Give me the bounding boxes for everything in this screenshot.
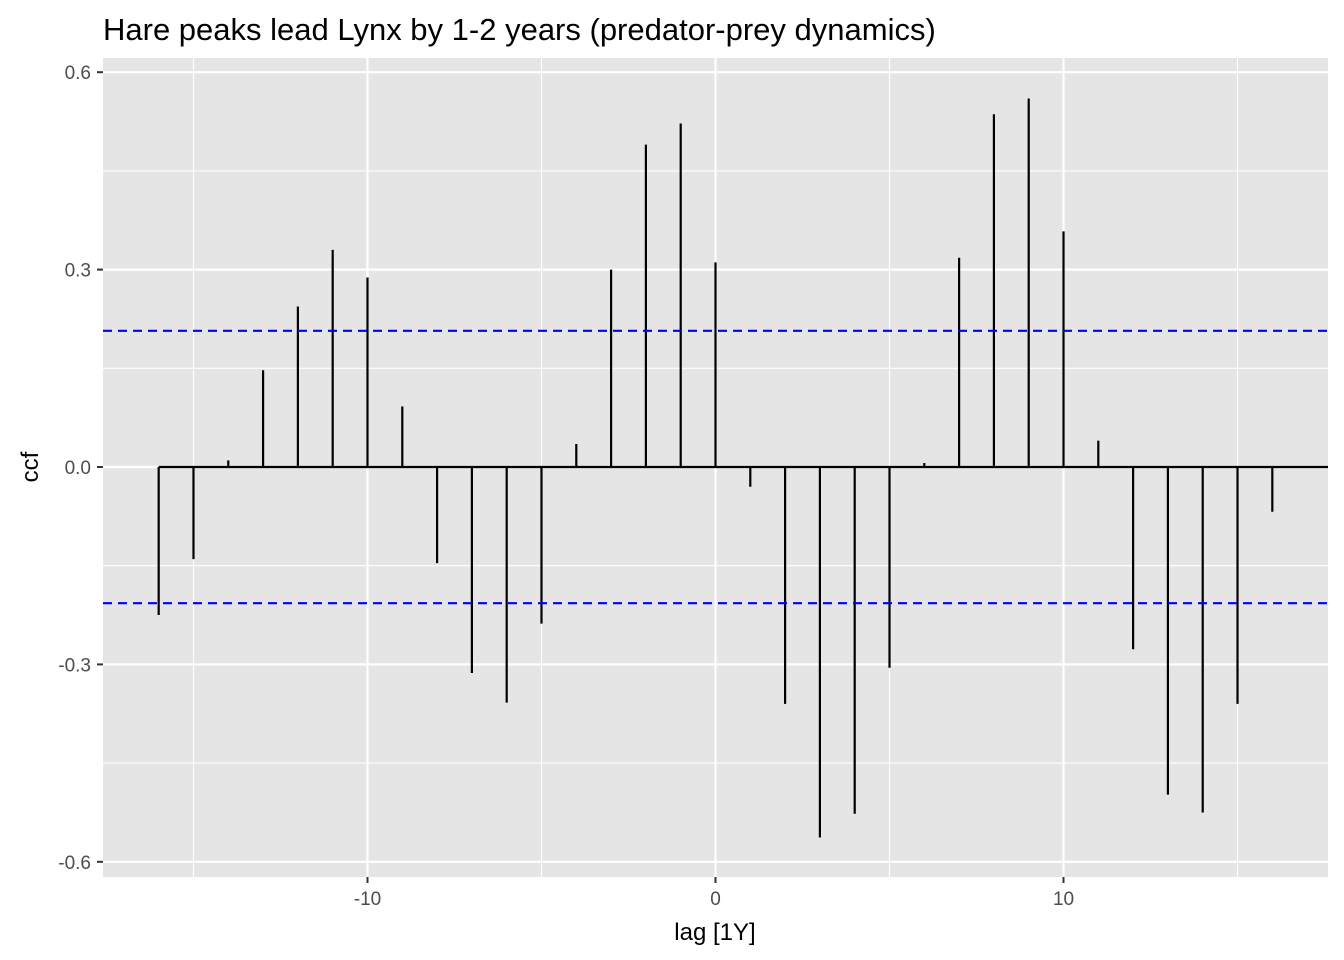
- y-tick-label: 0.0: [65, 458, 91, 479]
- y-tick-label: 0.6: [65, 63, 91, 84]
- ccf-bars: [157, 98, 1328, 838]
- chart-title: Hare peaks lead Lynx by 1-2 years (preda…: [103, 12, 936, 47]
- x-axis-title: lag [1Y]: [674, 919, 755, 946]
- y-tick-label: -0.3: [58, 655, 91, 676]
- x-tick-label: -10: [354, 889, 381, 910]
- y-tick-label: 0.3: [65, 261, 91, 282]
- x-axis: -10 0 10: [354, 877, 1074, 910]
- confidence-bounds: [103, 329, 1328, 605]
- x-tick-label: 10: [1053, 889, 1074, 910]
- x-tick-label: 0: [710, 889, 721, 910]
- y-axis: -0.6 -0.3 0.0 0.3 0.6: [58, 63, 103, 874]
- y-tick-label: -0.6: [58, 853, 91, 874]
- y-axis-title: ccf: [17, 451, 44, 482]
